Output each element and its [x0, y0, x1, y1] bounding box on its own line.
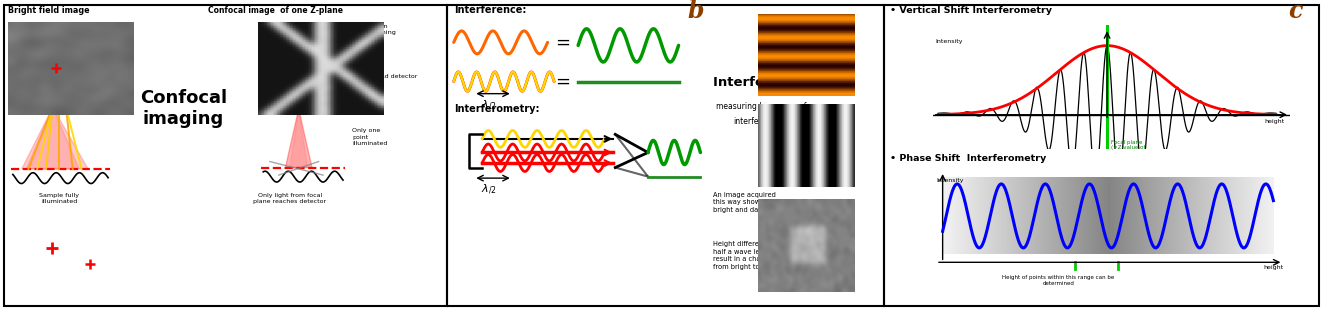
Polygon shape [26, 107, 79, 169]
Text: Height of points within this range can be
determined: Height of points within this range can b… [1003, 275, 1114, 286]
Text: • Phase Shift  Interferometry: • Phase Shift Interferometry [890, 154, 1046, 163]
Text: Only one
point
illuminated: Only one point illuminated [352, 128, 388, 146]
Text: a: a [359, 35, 374, 59]
Bar [884, 5, 1319, 306]
Text: Interference:: Interference: [454, 5, 527, 15]
Text: Confocal
imaging: Confocal imaging [140, 89, 228, 128]
Text: Focal plane
(=Z-value of: Focal plane (=Z-value of [1111, 140, 1146, 151]
Text: Confocal image  of one Z-plane: Confocal image of one Z-plane [208, 6, 343, 15]
Text: Intensity: Intensity [935, 39, 963, 44]
Text: Only light from focal
plane reaches detector: Only light from focal plane reaches dete… [253, 193, 327, 204]
Text: Interferometry -: Interferometry - [713, 76, 835, 89]
Text: height: height [1263, 265, 1283, 270]
Text: Pinhole and detector: Pinhole and detector [352, 74, 417, 79]
Bar [4, 5, 447, 306]
Text: Height differences of
half a wave length
result in a change
from bright to dark: Height differences of half a wave length… [713, 241, 783, 270]
Polygon shape [290, 109, 307, 168]
Text: measuring by means of: measuring by means of [716, 102, 806, 111]
Text: An image acquired
this way shows
bright and dark bands: An image acquired this way shows bright … [713, 192, 789, 213]
Text: Focused and
out of focus
structures are
overlapping.: Focused and out of focus structures are … [70, 39, 115, 63]
Text: $\lambda_{\mathregular{/2}}$: $\lambda_{\mathregular{/2}}$ [480, 183, 496, 197]
Polygon shape [286, 109, 312, 168]
Text: Interferometry:: Interferometry: [454, 104, 540, 114]
Text: $\lambda_{\mathregular{/2}}$: $\lambda_{\mathregular{/2}}$ [480, 99, 496, 113]
Ellipse shape [26, 102, 93, 112]
Bar [447, 5, 884, 306]
Text: Sample fully
illuminated: Sample fully illuminated [40, 193, 79, 204]
Polygon shape [28, 76, 77, 103]
Polygon shape [286, 76, 312, 104]
Ellipse shape [273, 104, 325, 113]
Text: =: = [556, 72, 570, 91]
Text: • Vertical Shift Interferometry: • Vertical Shift Interferometry [890, 6, 1052, 15]
Polygon shape [290, 76, 307, 104]
Text: To see more than
one point, scanning
in X/Y is needed: To see more than one point, scanning in … [332, 24, 396, 42]
Text: =: = [556, 33, 570, 51]
Text: Bright field image: Bright field image [8, 6, 89, 15]
Polygon shape [21, 107, 89, 169]
Text: height: height [1265, 119, 1285, 124]
Text: c: c [1289, 0, 1303, 23]
Text: interference: interference [733, 117, 781, 126]
Text: b: b [688, 0, 704, 23]
Text: Intensity: Intensity [935, 178, 963, 183]
Polygon shape [21, 76, 83, 103]
